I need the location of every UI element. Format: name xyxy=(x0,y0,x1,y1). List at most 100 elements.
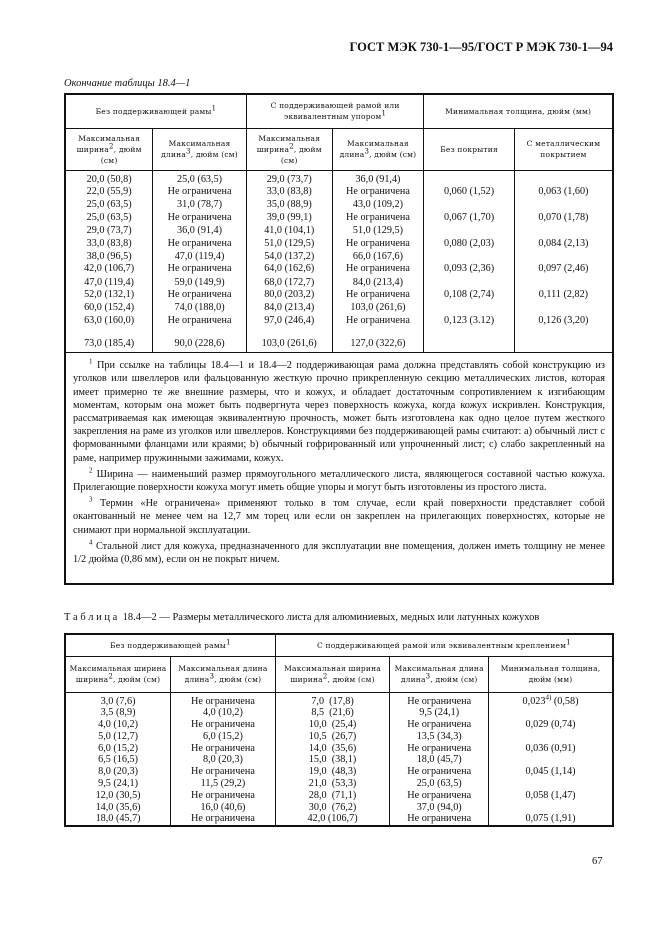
table-cell: Не ограничена xyxy=(346,186,410,198)
table-cell: 37,0 (94,0) xyxy=(416,801,462,813)
table-cell: 11,5 (29,2) xyxy=(200,778,246,790)
table-cell: 30,0 (76,2) xyxy=(308,801,357,813)
table-cell: 0,036 (0,91) xyxy=(525,742,576,754)
table-cell: 0,123 (3.12) xyxy=(444,315,495,326)
column-header: Без покрытия xyxy=(423,127,515,171)
table-cell: 0,108 (2,74) xyxy=(444,289,495,301)
table-cell: Не ограничена xyxy=(407,766,472,778)
table-cell xyxy=(426,251,512,264)
table-cell: 0,111 (2,82) xyxy=(538,289,589,301)
column-values: Не ограничена 9,5 (24,1) Не ограничена 13,5… xyxy=(389,691,490,827)
table-cell: 6,0 (15,2) xyxy=(98,742,139,754)
table-cell: 6,5 (16,5) xyxy=(98,754,139,766)
table-cell: 29,0 (73,7) xyxy=(86,225,132,237)
table-cell: 19,0 (48,3) xyxy=(308,766,357,778)
table-cell: 3,5 (8,9) xyxy=(100,707,136,719)
table-cell: 66,0 (167,6) xyxy=(352,250,403,262)
table-cell: 84,0 (213,4) xyxy=(352,276,403,288)
table-cell: 0,080 (2,03) xyxy=(444,237,495,249)
table-cell: 63,0 (160,0) xyxy=(84,315,135,326)
table-cell: 0,126 (3,20) xyxy=(538,315,589,326)
table-cell: 43,0 (109,2) xyxy=(352,199,403,211)
table-cell: 21,0 (53,3) xyxy=(308,778,357,790)
table-body: 3,0 (7,6) 3,5 (8,9) 4,0 (10,2) 5,0 (12,7) 6,… xyxy=(64,691,614,827)
table-cell: 51,0 (129,5) xyxy=(352,225,403,237)
table-cell: 42,0 (106,7) xyxy=(84,263,135,275)
table-cell: 103,0 (261,6) xyxy=(350,302,406,314)
table-cell: 28,0 (71,1) xyxy=(308,789,357,801)
column-header: Максимальная ширина ширина2, дюйм (см) xyxy=(64,655,172,693)
table-cell: 47,0 (119,4) xyxy=(174,250,225,262)
table-cell: 42,0 (106,7) xyxy=(307,813,358,825)
table-cell: Не ограничена xyxy=(407,695,472,707)
table-cell: 0,097 (2,46) xyxy=(538,263,589,275)
table-cell: Не ограничена xyxy=(167,263,232,275)
table-cell: Не ограничена xyxy=(346,263,410,275)
table-cell: 64,0 (162,6) xyxy=(264,263,315,275)
table-cell: Не ограничена xyxy=(191,766,255,778)
table-cell: 0,067 (1,70) xyxy=(444,211,495,223)
table-cell xyxy=(426,338,512,351)
group-header: Без поддерживающей рамы1 xyxy=(64,93,247,129)
table-cell-rest: (0,58) xyxy=(551,695,579,707)
table-cell xyxy=(517,174,610,187)
table-cell xyxy=(426,199,512,212)
table-cell: 74,0 (188,0) xyxy=(174,302,225,314)
table-cell: 41,0 (104,1) xyxy=(264,225,315,237)
column-values: 20,0 (50,8) 22,0 (55,9) 25,0 (63,5) 25,0 (6… xyxy=(64,169,154,354)
table-cell: 59,0 (149,9) xyxy=(174,276,225,288)
table-cell: 0,060 (1,52) xyxy=(444,186,495,198)
table-continuation-caption: Окончание таблицы 18.4—1 xyxy=(64,78,191,89)
table-cell: 0,029 (0,74) xyxy=(525,719,576,731)
table-cell: 15,0 (38,1) xyxy=(308,754,357,766)
table-cell: 0,093 (2,36) xyxy=(444,263,495,275)
column-values: 7,0 (17,8) 8,5 (21,6) 10,0 (25,4) 10,5 (26,… xyxy=(274,691,391,827)
table-cell: 38,0 (96,5) xyxy=(86,250,132,262)
table-cell: 90,0 (228,6) xyxy=(174,337,225,349)
group-header: С поддерживающей рамой или эквивалентным… xyxy=(245,93,425,129)
table-cell: Не ограничена xyxy=(407,742,472,754)
footnote: 2 Ширина — наименьший размер прямоугольн… xyxy=(73,466,605,494)
table-cell: 10,5 (26,7) xyxy=(308,730,357,742)
group-header: Минимальная толщина, дюйм (мм) xyxy=(423,93,614,129)
column-header: Минимальная толщина, дюйм (мм) xyxy=(488,655,614,693)
table-cell: Не ограничена xyxy=(407,719,472,731)
table-cell: 52,0 (132,1) xyxy=(84,289,135,301)
table-cell: 127,0 (322,6) xyxy=(350,337,406,349)
table-18-4-2: Без поддерживающей рамы1 С поддерживающе… xyxy=(64,633,614,828)
table-cell: 14,0 (35,6) xyxy=(95,801,141,813)
column-values: Не ограничена 4,0 (10,2) Не ограничена 6,0 … xyxy=(170,691,276,827)
table-cell: 12,0 (30,5) xyxy=(95,789,141,801)
footnote: 3 Термин «Не ограничена» применяют тольк… xyxy=(73,495,606,536)
table-cell: 6,0 (15,2) xyxy=(203,730,243,742)
table-cell: 13,5 (34,3) xyxy=(416,730,462,742)
table-cell: 60,0 (152,4) xyxy=(84,302,135,314)
table-cell xyxy=(426,277,512,290)
group-header: Без поддерживающей рамы1 xyxy=(64,633,276,657)
column-header: С металлическим покрытием xyxy=(513,127,614,171)
table-cell: 68,0 (172,7) xyxy=(264,276,315,288)
table-cell: Не ограничена xyxy=(191,719,255,731)
column-values: 29,0 (73,7) 33,0 (83,8) 35,0 (88,9) 39,0 (9… xyxy=(245,169,333,354)
table-cell: 0,045 (1,14) xyxy=(525,766,576,778)
table-cell: 4,0 (10,2) xyxy=(203,707,243,719)
table-cell: Не ограничена xyxy=(346,211,410,223)
table-cell: 103,0 (261,6) xyxy=(261,337,317,349)
table-cell xyxy=(491,707,610,719)
table-cell: 35,0 (88,9) xyxy=(266,199,312,211)
table-cell: 4,0 (10,2) xyxy=(98,719,139,731)
column-header: Максимальная длина длина3, дюйм (см) xyxy=(170,655,276,693)
table-cell: 3,0 (7,6) xyxy=(100,695,136,707)
table-cell: 39,0 (99,1) xyxy=(266,211,312,223)
table-cell: Не ограничена xyxy=(191,742,255,754)
column-header: Максимальная длина3, дюйм (см) xyxy=(331,127,425,171)
table-cell: Не ограничена xyxy=(191,813,255,825)
column-values: 0,0234) (0,58) 0,029 (0,74) 0,036 (0,91) 0,… xyxy=(488,691,614,827)
table-cell: 25,0 (63,5) xyxy=(86,211,132,223)
table-notes: 1 При ссылке на таблицы 18.4—1 и 18.4—2 … xyxy=(64,352,614,585)
column-header: Максимальная ширина ширина2, дюйм (см) xyxy=(274,655,391,693)
footnote-ref: 4) xyxy=(545,693,552,702)
table-cell: Не ограничена xyxy=(167,315,232,326)
table-cell: 36,0 (91,4) xyxy=(355,173,401,185)
